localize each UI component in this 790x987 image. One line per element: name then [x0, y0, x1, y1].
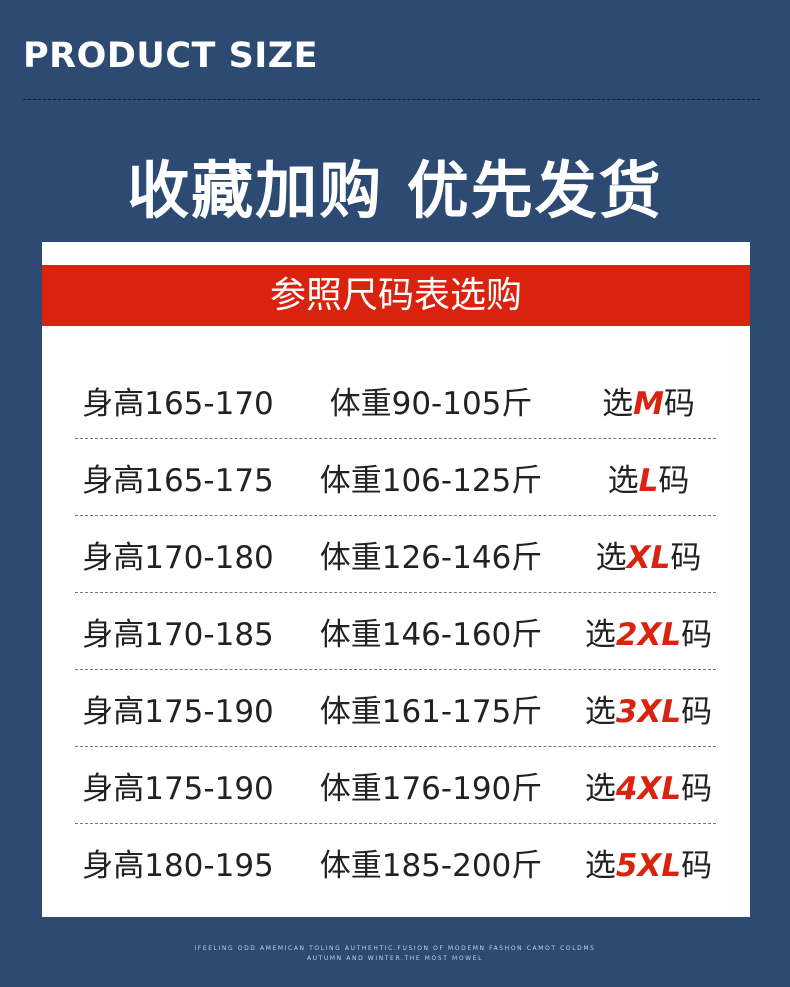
weight-range: 体重126-146斤 — [319, 539, 543, 576]
pick-suffix: 码 — [681, 616, 713, 653]
weight-range: 体重90-105斤 — [329, 385, 533, 422]
size-chart-card: 参照尺码表选购 身高165-170 体重90-105斤 选M码 身高165-175… — [42, 242, 750, 917]
size-label: 3XL — [615, 693, 682, 730]
size-label: L — [638, 462, 659, 499]
size-label: 2XL — [615, 616, 682, 653]
weight-range: 体重161-175斤 — [319, 693, 543, 730]
size-row: 身高165-170 体重90-105斤 选M码 — [75, 362, 716, 439]
weight-range: 体重176-190斤 — [319, 770, 543, 807]
weight-range: 体重146-160斤 — [319, 616, 543, 653]
slogan: 收藏加购 优先发货 — [127, 154, 663, 227]
size-chart-rows: 身高165-170 体重90-105斤 选M码 身高165-175 体重106-1… — [75, 362, 716, 901]
footer-tagline: IFEELING ODD AMEMICAN TOLING AUTHEHTIC.F… — [0, 944, 790, 964]
pick-suffix: 码 — [670, 539, 702, 576]
height-range: 身高170-180 — [82, 539, 274, 576]
height-range: 身高165-170 — [82, 385, 274, 422]
height-range: 身高180-195 — [82, 848, 274, 884]
pick-suffix: 码 — [658, 462, 690, 499]
size-row: 身高175-190 体重176-190斤 选4XL码 — [75, 747, 716, 824]
size-label: M — [633, 385, 664, 422]
pick-prefix: 选 — [602, 385, 634, 422]
pick-suffix: 码 — [681, 693, 713, 730]
pick-prefix: 选 — [584, 616, 616, 653]
pick-prefix: 选 — [584, 770, 616, 807]
height-range: 身高165-175 — [82, 462, 274, 499]
size-row: 身高165-175 体重106-125斤 选L码 — [75, 439, 716, 516]
footer-line-2: AUTUMN AND WINTER.THE MOST MOWEL — [306, 955, 484, 962]
pick-suffix: 码 — [663, 385, 695, 422]
pick-suffix: 码 — [681, 770, 713, 807]
pick-prefix: 选 — [607, 462, 639, 499]
size-pick: 选L码 — [581, 455, 716, 500]
size-pick: 选XL码 — [581, 532, 716, 577]
size-row: 身高175-190 体重161-175斤 选3XL码 — [75, 670, 716, 747]
size-pick: 选5XL码 — [581, 840, 716, 885]
size-label: 4XL — [615, 770, 682, 807]
footer-line-1: IFEELING ODD AMEMICAN TOLING AUTHEHTIC.F… — [194, 945, 596, 952]
page-title: PRODUCT SIZE — [23, 36, 319, 76]
height-range: 身高170-185 — [82, 616, 274, 653]
pick-prefix: 选 — [584, 848, 616, 884]
pick-prefix: 选 — [595, 539, 627, 576]
pick-suffix: 码 — [681, 848, 713, 884]
pick-prefix: 选 — [584, 693, 616, 730]
size-pick: 选2XL码 — [581, 609, 716, 654]
size-pick: 选3XL码 — [581, 686, 716, 731]
weight-range: 体重106-125斤 — [319, 462, 543, 499]
size-pick: 选4XL码 — [581, 763, 716, 808]
size-pick: 选M码 — [581, 378, 716, 423]
size-label: 5XL — [615, 848, 682, 884]
size-row: 身高170-185 体重146-160斤 选2XL码 — [75, 593, 716, 670]
size-chart-banner: 参照尺码表选购 — [42, 265, 750, 326]
height-range: 身高175-190 — [82, 770, 274, 807]
height-range: 身高175-190 — [82, 693, 274, 730]
size-row: 身高180-195 体重185-200斤 选5XL码 — [75, 824, 716, 901]
size-label: XL — [626, 539, 671, 576]
divider — [23, 99, 760, 100]
size-row: 身高170-180 体重126-146斤 选XL码 — [75, 516, 716, 593]
weight-range: 体重185-200斤 — [319, 848, 543, 884]
